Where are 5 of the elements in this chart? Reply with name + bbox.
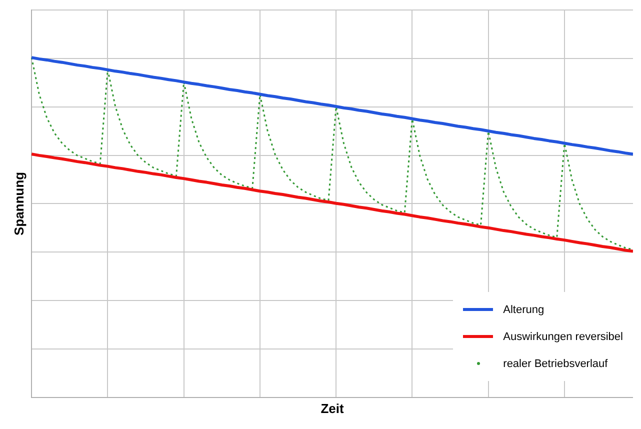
- legend-label: Auswirkungen reversibel: [503, 330, 623, 342]
- legend-label: Alterung: [503, 304, 544, 316]
- x-axis-title: Zeit: [320, 400, 345, 416]
- y-axis-title: Spannung: [11, 172, 26, 236]
- legend-label: realer Betriebsverlauf: [503, 358, 608, 370]
